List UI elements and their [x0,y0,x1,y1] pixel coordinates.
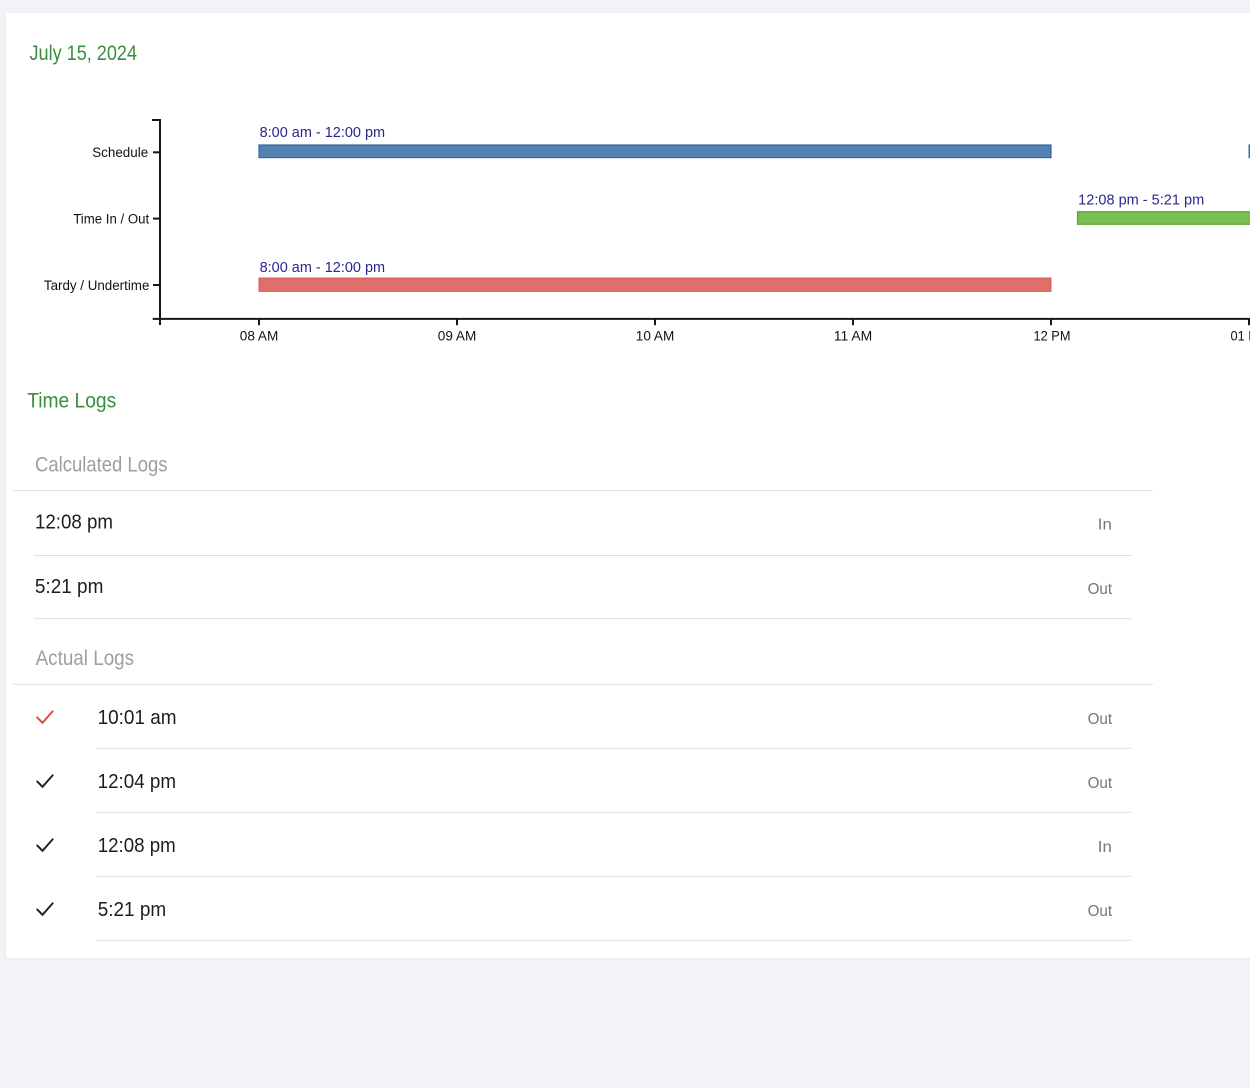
svg-text:5:21 pm: 5:21 pm [98,898,167,921]
svg-text:Out: Out [1088,581,1113,598]
svg-text:In: In [1098,517,1112,534]
svg-text:Out: Out [1088,903,1113,920]
svg-text:09 AM: 09 AM [438,329,477,344]
svg-text:Time Logs: Time Logs [27,390,116,413]
svg-text:11 AM: 11 AM [834,329,873,344]
svg-text:12:08 pm - 5:21 pm: 12:08 pm - 5:21 pm [1078,192,1204,208]
svg-text:12:08 pm: 12:08 pm [98,834,176,857]
svg-text:July 15, 2024: July 15, 2024 [30,41,138,65]
svg-text:5:21 pm: 5:21 pm [35,575,104,598]
svg-text:Out: Out [1088,775,1113,792]
svg-text:Out: Out [1088,711,1113,728]
svg-text:Tardy / Undertime: Tardy / Undertime [44,278,149,293]
svg-text:01 PM: 01 PM [1231,329,1250,344]
svg-text:12:08 pm: 12:08 pm [35,511,113,534]
svg-text:08 AM: 08 AM [240,329,278,344]
svg-text:8:00 am - 12:00 pm: 8:00 am - 12:00 pm [260,260,386,276]
svg-text:Calculated Logs: Calculated Logs [35,454,168,477]
svg-text:Actual Logs: Actual Logs [36,647,135,670]
svg-text:12 PM: 12 PM [1034,329,1071,344]
svg-text:12:04 pm: 12:04 pm [98,770,177,793]
svg-text:Time In / Out: Time In / Out [73,212,149,227]
svg-text:10 AM: 10 AM [636,329,675,344]
svg-text:Schedule: Schedule [92,145,148,160]
svg-text:In: In [1098,839,1112,856]
svg-text:8:00 am - 12:00 pm: 8:00 am - 12:00 pm [260,125,386,141]
svg-text:10:01 am: 10:01 am [98,706,177,729]
